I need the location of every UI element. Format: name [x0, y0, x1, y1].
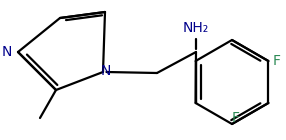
- Text: F: F: [272, 54, 280, 68]
- Text: NH₂: NH₂: [183, 21, 209, 35]
- Text: N: N: [101, 64, 111, 78]
- Text: N: N: [2, 45, 12, 59]
- Text: F: F: [231, 111, 239, 125]
